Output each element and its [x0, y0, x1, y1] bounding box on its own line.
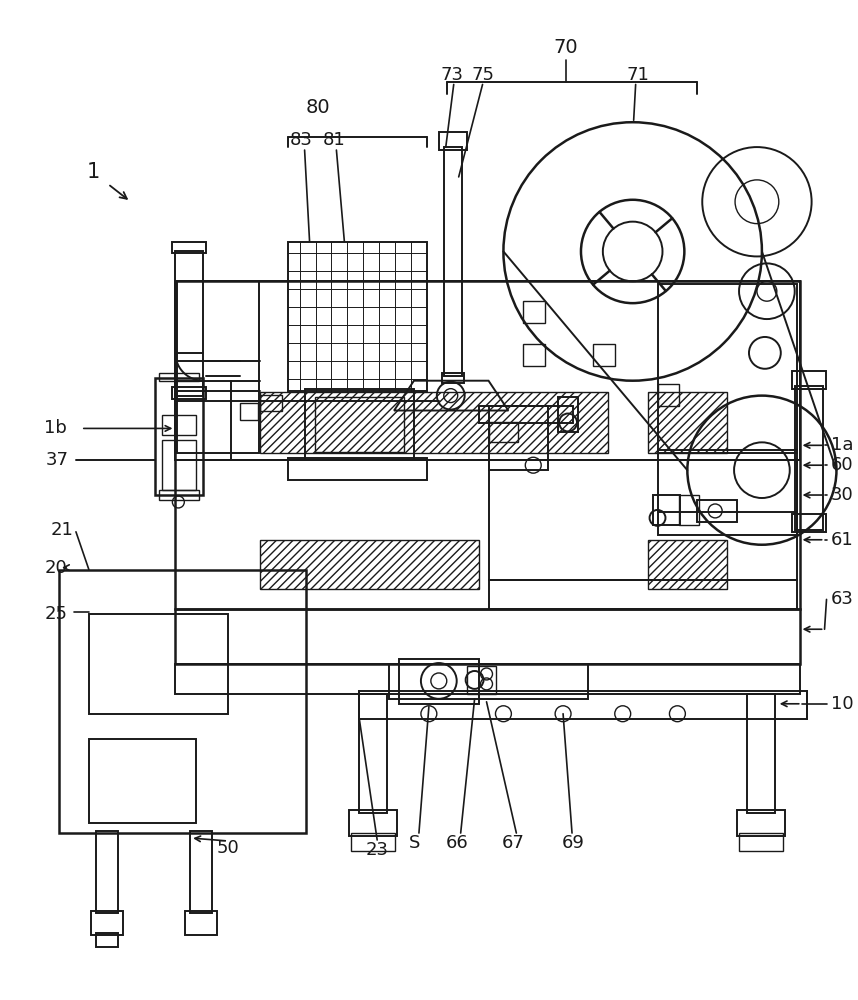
- Text: 20: 20: [44, 559, 67, 577]
- Text: 61: 61: [831, 531, 853, 549]
- Bar: [349, 810, 397, 836]
- Text: S: S: [409, 834, 420, 852]
- Bar: [739, 833, 782, 851]
- Bar: [89, 614, 228, 714]
- Bar: [162, 415, 196, 435]
- Bar: [648, 392, 727, 453]
- Text: 60: 60: [831, 456, 853, 474]
- Bar: [155, 378, 203, 495]
- Bar: [488, 406, 548, 470]
- Bar: [792, 514, 825, 532]
- Text: 66: 66: [445, 834, 468, 852]
- Bar: [260, 392, 607, 453]
- Bar: [96, 933, 118, 947]
- Bar: [488, 580, 797, 609]
- Bar: [185, 911, 217, 935]
- Bar: [175, 281, 800, 460]
- Bar: [657, 450, 797, 535]
- Bar: [523, 301, 545, 323]
- Bar: [175, 281, 800, 609]
- Text: 1b: 1b: [44, 419, 67, 437]
- Text: 81: 81: [323, 131, 346, 149]
- Bar: [260, 540, 479, 589]
- Text: 75: 75: [471, 66, 494, 84]
- Bar: [479, 406, 573, 423]
- Bar: [287, 242, 427, 391]
- Bar: [351, 833, 395, 851]
- Bar: [747, 694, 775, 813]
- Bar: [91, 911, 123, 935]
- Bar: [96, 831, 118, 913]
- Text: 30: 30: [831, 486, 853, 504]
- Bar: [89, 739, 196, 823]
- Bar: [360, 691, 807, 719]
- Bar: [240, 403, 258, 420]
- Text: 70: 70: [553, 38, 578, 57]
- Bar: [260, 395, 281, 411]
- Bar: [792, 371, 825, 389]
- Bar: [160, 490, 199, 500]
- Bar: [390, 664, 588, 699]
- Text: 67: 67: [502, 834, 525, 852]
- Bar: [444, 147, 462, 376]
- Text: 21: 21: [51, 521, 74, 539]
- Bar: [175, 664, 800, 694]
- Bar: [399, 659, 479, 704]
- Bar: [657, 284, 797, 453]
- Text: 80: 80: [305, 98, 329, 117]
- Bar: [190, 831, 212, 913]
- Bar: [467, 666, 497, 694]
- Text: 1: 1: [86, 162, 100, 182]
- Bar: [648, 540, 727, 589]
- Bar: [360, 694, 387, 813]
- Text: 25: 25: [44, 605, 67, 623]
- Text: 23: 23: [366, 841, 389, 859]
- Text: 83: 83: [290, 131, 313, 149]
- Bar: [59, 570, 305, 833]
- Text: 10: 10: [831, 695, 853, 713]
- Bar: [488, 422, 518, 442]
- Text: 71: 71: [626, 66, 649, 84]
- Bar: [593, 344, 615, 366]
- Bar: [657, 384, 680, 406]
- Bar: [737, 810, 785, 836]
- Text: 73: 73: [440, 66, 463, 84]
- Bar: [172, 387, 206, 399]
- Bar: [175, 251, 203, 396]
- Bar: [442, 373, 463, 383]
- Bar: [172, 242, 206, 253]
- Bar: [558, 397, 578, 432]
- Bar: [160, 373, 199, 381]
- Bar: [795, 386, 823, 530]
- Bar: [438, 132, 467, 150]
- Bar: [305, 389, 414, 460]
- Text: 50: 50: [217, 839, 239, 857]
- Bar: [315, 397, 404, 452]
- Bar: [162, 440, 196, 490]
- Text: 63: 63: [831, 590, 854, 608]
- Bar: [680, 495, 699, 525]
- Bar: [523, 344, 545, 366]
- Bar: [488, 460, 797, 580]
- Bar: [175, 609, 800, 664]
- Bar: [178, 281, 259, 453]
- Text: 1a: 1a: [831, 436, 853, 454]
- Bar: [698, 500, 737, 522]
- Text: 37: 37: [46, 451, 69, 469]
- Bar: [653, 495, 680, 525]
- Bar: [287, 458, 427, 480]
- Text: 69: 69: [562, 834, 584, 852]
